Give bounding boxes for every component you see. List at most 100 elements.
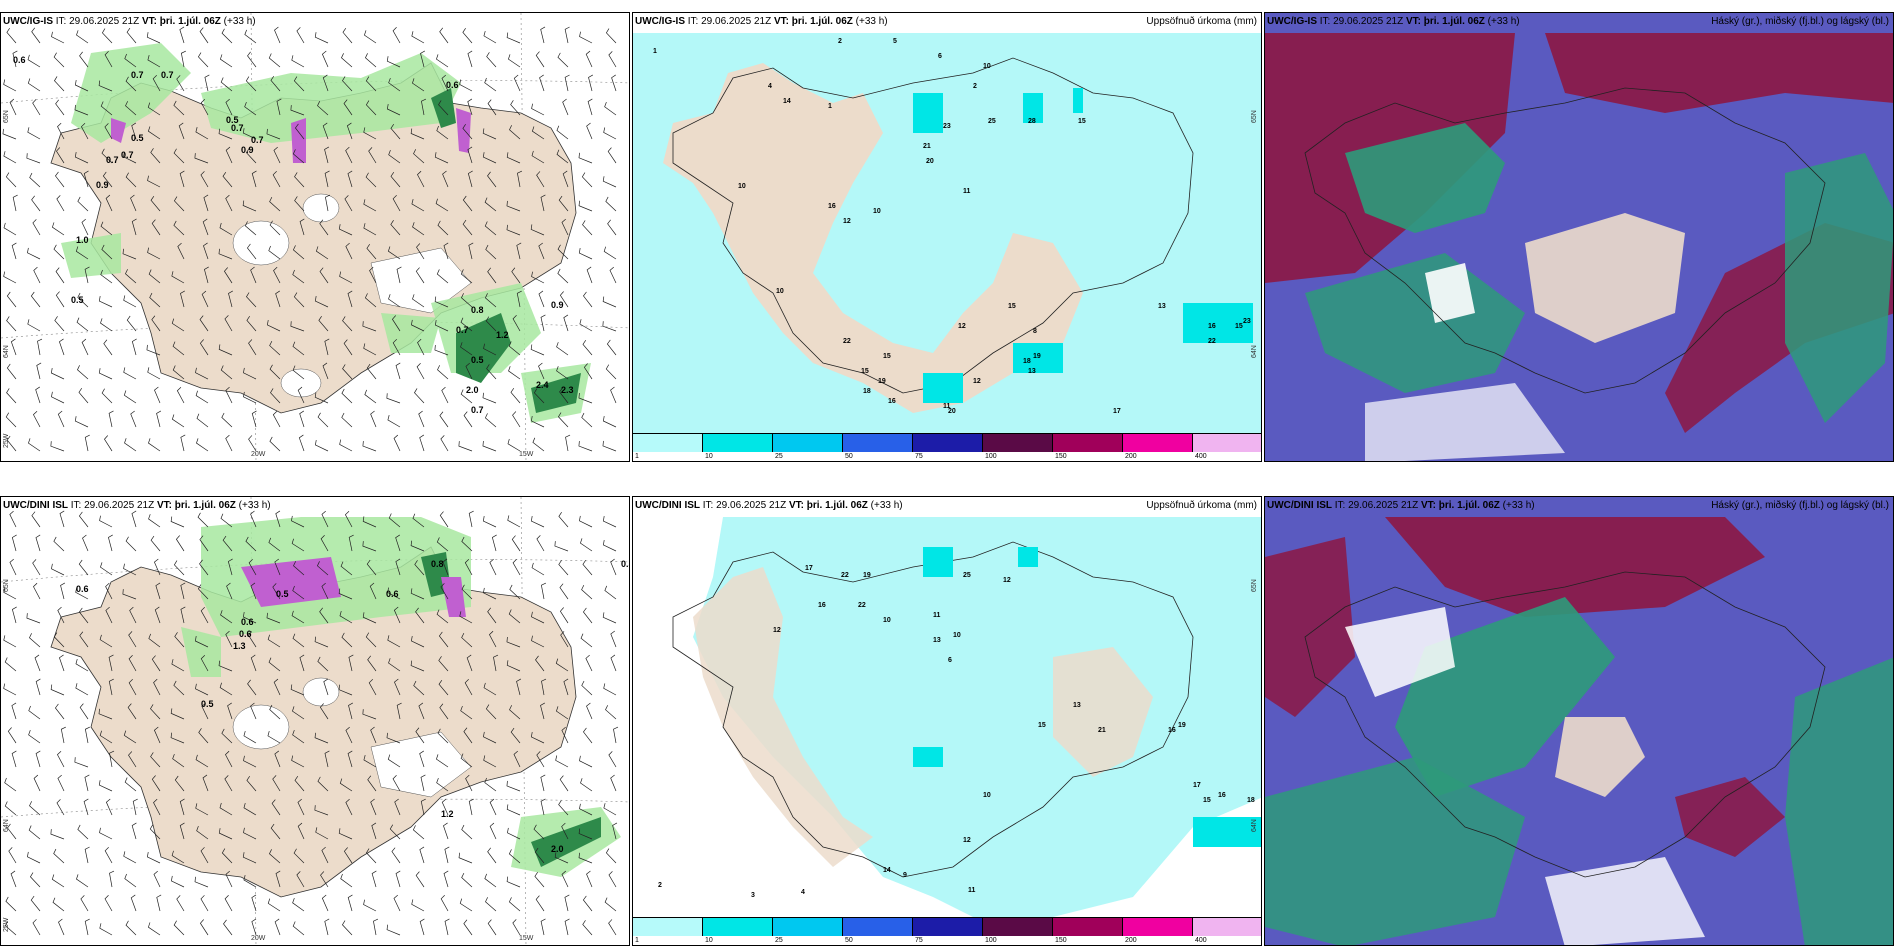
wind-barb (368, 679, 377, 696)
lead-time: (+33 h) (223, 16, 256, 27)
wind-barb (54, 76, 65, 92)
wind-barb (541, 678, 547, 696)
wind-barb (364, 293, 377, 308)
wind-barb (250, 266, 257, 284)
wind-barb (202, 774, 209, 792)
wind-barb (123, 295, 137, 308)
wind-barb (461, 536, 473, 552)
wind-barb (28, 825, 41, 840)
wind-barb (462, 28, 473, 44)
wind-barb (83, 798, 89, 816)
wind-barb (50, 684, 65, 696)
wind-barb (395, 534, 401, 552)
wind-barb (54, 703, 65, 720)
wind-barb (75, 587, 89, 600)
wind-barb (487, 171, 497, 188)
wind-barb (81, 218, 89, 236)
wind-barb (604, 101, 617, 116)
wind-barb (3, 151, 17, 164)
wind-barb (102, 171, 113, 188)
wind-barb (266, 612, 281, 624)
wind-barb (415, 871, 425, 888)
colorbar-label: 400 (1195, 937, 1207, 944)
wind-barb (535, 655, 545, 672)
value-label: 19 (1178, 722, 1186, 729)
wind-barb (275, 870, 281, 888)
value-label: 23 (943, 123, 951, 130)
wind-barb (125, 536, 137, 552)
wind-barb (56, 799, 65, 816)
wind-barb (410, 660, 425, 672)
value-label: 0.6 (446, 80, 459, 90)
wind-barb (5, 172, 17, 188)
wind-barb (559, 387, 569, 404)
map-wind-top: 0.60.7 0.70.50.70.70.50.90.7 0.7 0.90.50.60… (1, 13, 629, 461)
wind-barb (269, 220, 281, 236)
wind-barb (608, 919, 617, 936)
wind-barb (124, 53, 137, 68)
wind-barb (419, 846, 425, 864)
wind-barb (250, 702, 257, 720)
wind-barb (559, 291, 569, 308)
wind-barb (153, 870, 161, 888)
value-label: 18 (1023, 358, 1031, 365)
wind-barb (268, 537, 281, 552)
wind-barb (585, 50, 593, 68)
wind-barb (291, 55, 305, 68)
wind-barb (223, 919, 233, 936)
value-label: 11 (943, 403, 951, 410)
wind-barb (128, 655, 137, 672)
wind-barb (602, 321, 617, 332)
wind-barb (412, 513, 425, 528)
wind-barb (487, 607, 497, 624)
wind-barb (344, 510, 353, 528)
wind-barb (55, 171, 65, 188)
wind-barb (154, 606, 161, 624)
wind-barb (51, 563, 65, 576)
panel-header: UWC/IG-IS IT: 29.06.2025 21Z VT: þri. 1.… (3, 16, 256, 27)
colorbar-swatch (913, 918, 983, 936)
wind-barb (414, 560, 425, 576)
wind-barb (246, 316, 257, 332)
wind-barb (299, 654, 305, 672)
wind-barb (340, 873, 353, 888)
panel-header: UWC/IG-IS IT: 29.06.2025 21Z VT: þri. 1.… (1267, 16, 1520, 27)
wind-barb (461, 584, 473, 600)
wind-barb (108, 534, 113, 552)
wind-barb (147, 175, 161, 188)
lon-label-25: 25W (3, 433, 10, 448)
lat-label-64: 64N (3, 819, 10, 832)
wind-barb (195, 754, 209, 768)
wind-barb (55, 99, 65, 116)
wind-barb (508, 897, 521, 912)
wind-barb (506, 876, 521, 888)
wind-barb (461, 872, 473, 888)
wind-barb (173, 220, 185, 236)
wind-barb (223, 267, 233, 284)
wind-barb (27, 78, 41, 92)
wind-barb (539, 74, 545, 92)
wind-barb (463, 919, 473, 936)
value-label: 11 (933, 612, 941, 619)
wind-barb (586, 266, 593, 284)
wind-barb (30, 291, 41, 308)
wind-barb (391, 847, 401, 864)
wind-barb (246, 243, 257, 260)
wind-barb (362, 441, 377, 452)
wind-barb (557, 268, 569, 284)
colorbar-labels: 1 10 25 50 75 100 150 200 400 (633, 453, 1261, 461)
wind-barb (586, 702, 593, 720)
wind-barb (199, 315, 209, 332)
wind-barb (516, 242, 522, 260)
wind-barb (390, 171, 401, 188)
wind-barb (394, 678, 401, 696)
wind-barb (33, 774, 41, 792)
wind-barb (54, 316, 65, 332)
wind-barb (299, 218, 305, 236)
wind-barb (77, 292, 89, 308)
wind-barb (201, 702, 209, 720)
wind-barb (29, 633, 41, 648)
wind-barb (199, 559, 209, 576)
wind-barb (483, 343, 497, 356)
lon-label-15: 15W (519, 451, 534, 458)
